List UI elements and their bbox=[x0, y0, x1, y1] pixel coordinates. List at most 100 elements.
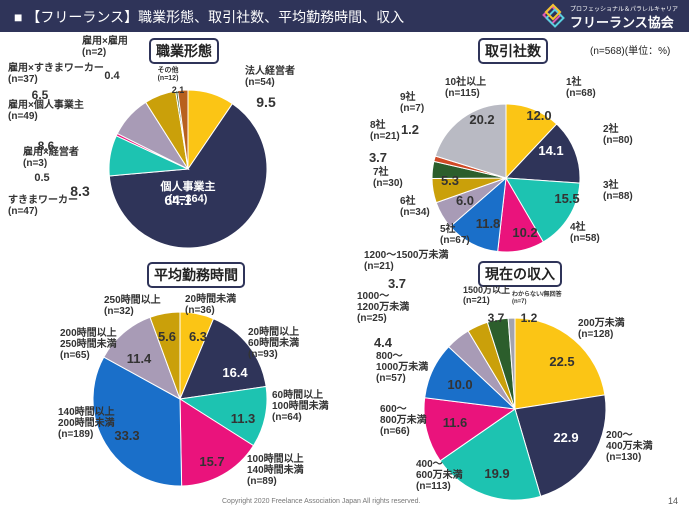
slice-category-label: わからない/無回答(n=7) bbox=[512, 290, 563, 305]
slice-value-label: 16.4 bbox=[222, 365, 248, 380]
pie-slice bbox=[179, 398, 255, 487]
slice-value-label: 8.3 bbox=[70, 183, 90, 199]
logo-icon bbox=[542, 3, 565, 28]
slice-category-label: 6社(n=34) bbox=[400, 194, 430, 218]
chart-title-hours: 平均勤務時間 bbox=[147, 262, 245, 288]
slice-category-label: 20時間未満(n=36) bbox=[185, 292, 236, 316]
chart-title-occupation: 職業形態 bbox=[149, 38, 219, 64]
slice-category-label: 60時間以上 100時間未満(n=64) bbox=[272, 388, 329, 423]
pie-slice bbox=[423, 397, 517, 462]
slice-category-label: 400～ 600万未満(n=113) bbox=[416, 459, 463, 492]
slice-category-label: 200～ 400万未満(n=130) bbox=[606, 430, 653, 463]
clients-pie-chart: 12.0 14.1 15.5 10.2 11.86.0 5.3 3.7 1.2 20.2 1社(n… bbox=[369, 75, 633, 253]
pie-slice bbox=[439, 408, 542, 501]
slice-value-label: 3.7 bbox=[488, 311, 505, 325]
slice-category-label: 250時間以上(n=32) bbox=[104, 293, 161, 317]
pie-slice bbox=[514, 394, 607, 497]
slice-category-label: 200時間以上 250時間未満(n=65) bbox=[60, 326, 117, 361]
slice-value-label: 12.0 bbox=[526, 108, 551, 123]
slice-value-label: 11.3 bbox=[231, 411, 256, 426]
page-number: 14 bbox=[668, 496, 679, 506]
slice-category-label: 雇用×個人事業主(n=49) bbox=[8, 98, 84, 122]
slice-value-label: 22.5 bbox=[549, 354, 574, 369]
slice-value-label: 15.5 bbox=[554, 191, 579, 206]
page-title: ■ 【フリーランス】職業形態、取引社数、平均勤務時間、収入 bbox=[14, 9, 405, 25]
slice-value-label: 6.3 bbox=[189, 329, 207, 344]
slice-category-label: 1500万以上(n=21) bbox=[463, 284, 510, 305]
slice-category-label: 個人事業主(n=364) bbox=[160, 179, 216, 205]
slice-category-label: すきまワーカー(n=47) bbox=[8, 194, 78, 217]
slice-category-label: 100時間以上 140時間未満(n=89) bbox=[247, 452, 304, 487]
slice-value-label: 2.1 bbox=[172, 85, 185, 95]
slice-category-label: 1200～1500万未満(n=21) bbox=[364, 248, 449, 272]
slice-value-label: 9.5 bbox=[256, 94, 276, 110]
logo-tagline: プロフェッショナル＆パラレルキャリア bbox=[570, 7, 679, 13]
pie-slice bbox=[149, 311, 181, 400]
slice-value-label: 5.6 bbox=[158, 329, 176, 344]
slice-category-label: 800～ 1000万未満(n=57) bbox=[376, 351, 428, 384]
slice-category-label: 600～ 800万未満(n=66) bbox=[380, 404, 427, 437]
slice-value-label: 20.2 bbox=[469, 112, 494, 127]
copyright-footer: Copyright 2020 Freelance Association Jap… bbox=[222, 498, 421, 505]
slice-category-label: 雇用×すきまワーカー(n=37) bbox=[8, 61, 104, 85]
slice-value-label: 3.7 bbox=[369, 150, 387, 165]
slice-category-label: 雇用×経営者(n=3) bbox=[23, 145, 79, 169]
slice-value-label: 0.5 bbox=[34, 172, 49, 184]
pie-slice bbox=[179, 318, 267, 400]
slice-value-label: 1.2 bbox=[401, 122, 419, 137]
slice-category-label: 3社(n=88) bbox=[603, 178, 633, 202]
slice-category-label: 140時間以上 200時間未満(n=189) bbox=[58, 405, 115, 440]
pie-slice bbox=[504, 123, 581, 184]
logo-text: フリーランス協会 bbox=[570, 15, 674, 30]
slice-category-label: 200万未満(n=128) bbox=[578, 316, 625, 340]
chart-title-clients: 取引社数 bbox=[478, 38, 548, 64]
slice-category-label: 1社(n=68) bbox=[566, 75, 596, 99]
pie-slice bbox=[92, 356, 183, 487]
header-bar: ■ 【フリーランス】職業形態、取引社数、平均勤務時間、収入 プロフェッショナル＆… bbox=[0, 0, 689, 32]
slice-value-label: 11.6 bbox=[443, 415, 468, 430]
slice-value-label: 6.5 bbox=[32, 88, 49, 102]
pie-slice bbox=[507, 317, 516, 410]
slice-category-label: 雇用×雇用(n=2) bbox=[82, 34, 128, 58]
occupation-pie-chart: 9.5 64.1 8.3 0.5 8.6 6.5 0.4 2.1 法人経営者(n=54) 個人事業… bbox=[8, 34, 295, 249]
slice-category-label: 1000～ 1200万未満(n=25) bbox=[357, 291, 409, 324]
pie-slice bbox=[177, 89, 189, 170]
slice-value-label: 8.6 bbox=[38, 139, 55, 153]
slice-value-label: 10.0 bbox=[447, 377, 472, 392]
slice-value-label: 11.8 bbox=[476, 216, 501, 231]
slice-value-label: 5.3 bbox=[441, 173, 459, 188]
slice-category-label: 2社(n=80) bbox=[603, 122, 633, 146]
pie-slice bbox=[103, 316, 181, 401]
pie-slice bbox=[505, 177, 581, 243]
slice-value-label: 64.1 bbox=[164, 192, 191, 208]
slice-category-label: その他(n=12) bbox=[158, 65, 179, 82]
slice-value-label: 6.0 bbox=[456, 193, 474, 208]
slice-value-label: 4.4 bbox=[374, 335, 393, 350]
slice-value-label: 14.1 bbox=[538, 143, 563, 158]
hours-pie-chart: 6.3 16.4 11.3 15.7 33.3 11.4 5.6 20時間未満(n=36) 20… bbox=[58, 292, 329, 487]
slice-category-label: 5社(n=67) bbox=[440, 222, 470, 246]
slice-value-label: 0.4 bbox=[104, 70, 120, 82]
slice-value-label: 1.2 bbox=[521, 311, 538, 325]
slice-value-label: 15.7 bbox=[199, 454, 224, 469]
slice-value-label: 33.3 bbox=[114, 428, 139, 443]
slice-category-label: 10社以上(n=115) bbox=[445, 75, 486, 99]
pie-slice bbox=[108, 102, 268, 249]
pie-slice bbox=[514, 317, 606, 410]
slice-category-label: 20時間以上 60時間未満(n=93) bbox=[248, 325, 299, 360]
slice-category-label: 9社(n=7) bbox=[400, 90, 424, 114]
slice-value-label: 11.4 bbox=[127, 351, 152, 366]
slice-category-label: 4社(n=58) bbox=[570, 220, 600, 244]
slice-category-label: 8社(n=21) bbox=[370, 118, 400, 142]
pie-slice bbox=[434, 103, 507, 179]
income-pie-chart: 22.5 22.9 19.9 11.6 10.0 4.4 3.7 3.7 1.2 200万未満(n… bbox=[357, 248, 653, 501]
slice-value-label: 3.7 bbox=[388, 276, 406, 291]
slice-category-label: 法人経営者(n=54) bbox=[245, 64, 295, 88]
slice-category-label: 7社(n=30) bbox=[373, 165, 403, 189]
slice-value-label: 22.9 bbox=[553, 430, 578, 445]
slice-value-label: 10.2 bbox=[512, 225, 537, 240]
slice-value-label: 19.9 bbox=[484, 466, 509, 481]
chart-title-income: 現在の収入 bbox=[478, 261, 562, 287]
sample-note: (n=568)(単位：%) bbox=[590, 46, 671, 57]
